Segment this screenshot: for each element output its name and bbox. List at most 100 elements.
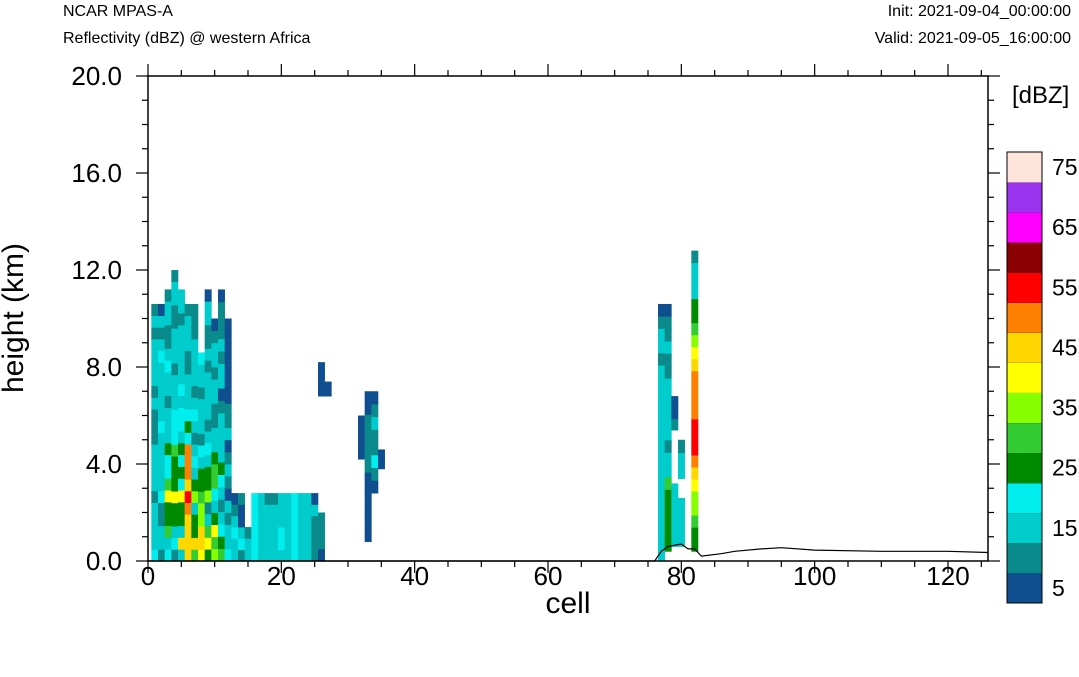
reflectivity-cell bbox=[364, 425, 372, 438]
reflectivity-cell bbox=[278, 527, 285, 539]
reflectivity-cell bbox=[204, 513, 212, 526]
reflectivity-cell bbox=[271, 493, 279, 505]
reflectivity-cell bbox=[224, 488, 232, 501]
reflectivity-cell bbox=[211, 342, 219, 356]
reflectivity-cell bbox=[298, 549, 305, 562]
reflectivity-cell bbox=[171, 304, 179, 317]
reflectivity-cell bbox=[178, 525, 185, 538]
reflectivity-cell bbox=[164, 301, 172, 314]
reflectivity-cell bbox=[184, 537, 192, 550]
reflectivity-cell bbox=[151, 514, 159, 527]
reflectivity-cell bbox=[364, 495, 372, 508]
reflectivity-cell bbox=[238, 493, 245, 505]
reflectivity-cell bbox=[251, 493, 259, 505]
reflectivity-cell bbox=[218, 314, 225, 327]
reflectivity-cell bbox=[151, 467, 159, 480]
reflectivity-cell bbox=[658, 414, 665, 427]
y-tick-label: 8.0 bbox=[86, 352, 122, 382]
reflectivity-cell bbox=[191, 525, 199, 539]
reflectivity-cell bbox=[164, 537, 172, 550]
reflectivity-cell bbox=[318, 362, 325, 374]
reflectivity-cell bbox=[211, 548, 219, 562]
reflectivity-cell bbox=[211, 318, 219, 332]
colorbar-label: 25 bbox=[1052, 455, 1078, 481]
x-tick-label: 0 bbox=[141, 561, 155, 591]
reflectivity-cell bbox=[178, 513, 185, 526]
reflectivity-cell bbox=[251, 549, 259, 562]
reflectivity-cell bbox=[658, 487, 665, 501]
reflectivity-cell bbox=[358, 430, 365, 445]
reflectivity-cell bbox=[171, 537, 179, 550]
reflectivity-cell bbox=[151, 479, 159, 492]
reflectivity-cell bbox=[218, 474, 225, 488]
reflectivity-cell bbox=[204, 537, 212, 550]
reflectivity-cell bbox=[371, 480, 379, 494]
reflectivity-cell bbox=[238, 549, 245, 562]
reflectivity-cell bbox=[204, 549, 212, 562]
colorbar-label: 15 bbox=[1052, 515, 1078, 541]
reflectivity-cell bbox=[364, 506, 372, 519]
reflectivity-cell bbox=[158, 455, 165, 468]
reflectivity-cell bbox=[311, 504, 319, 517]
reflectivity-cell bbox=[191, 490, 199, 503]
reflectivity-cell bbox=[151, 432, 159, 445]
model-label: NCAR MPAS-A bbox=[63, 3, 173, 20]
reflectivity-cell bbox=[191, 467, 199, 480]
reflectivity-cell bbox=[671, 407, 679, 420]
reflectivity-cell bbox=[271, 515, 279, 528]
reflectivity-cell bbox=[664, 501, 672, 515]
reflectivity-cell bbox=[211, 367, 219, 380]
reflectivity-cell bbox=[211, 464, 219, 477]
reflectivity-cell bbox=[191, 374, 199, 387]
reflectivity-cell bbox=[171, 502, 179, 515]
reflectivity-cell bbox=[151, 315, 159, 328]
reflectivity-cell bbox=[278, 493, 285, 505]
reflectivity-cell bbox=[164, 442, 172, 456]
reflectivity-cell bbox=[371, 391, 379, 405]
reflectivity-cell bbox=[658, 340, 665, 354]
reflectivity-cell bbox=[204, 289, 212, 302]
reflectivity-cell bbox=[158, 303, 165, 317]
reflectivity-cell bbox=[291, 538, 299, 551]
reflectivity-cell bbox=[264, 538, 272, 551]
reflectivity-cell bbox=[224, 403, 232, 416]
reflectivity-cell bbox=[218, 351, 225, 364]
reflectivity-cell bbox=[191, 362, 199, 375]
reflectivity-cell bbox=[164, 466, 172, 479]
reflectivity-cell bbox=[364, 530, 372, 542]
reflectivity-cell bbox=[224, 439, 232, 453]
reflectivity-cell bbox=[238, 538, 245, 551]
reflectivity-cell bbox=[691, 418, 699, 432]
reflectivity-cell bbox=[258, 515, 265, 528]
reflectivity-cell bbox=[191, 327, 199, 340]
colorbar-label: 75 bbox=[1052, 154, 1078, 180]
colorbar-swatch bbox=[1007, 302, 1042, 333]
reflectivity-cell bbox=[184, 432, 192, 445]
reflectivity-cell bbox=[664, 328, 672, 342]
reflectivity-cell bbox=[218, 523, 225, 537]
reflectivity-cell bbox=[264, 504, 272, 517]
reflectivity-cell bbox=[664, 526, 672, 540]
reflectivity-cell bbox=[678, 534, 685, 547]
reflectivity-cell bbox=[191, 537, 199, 550]
reflectivity-cell bbox=[184, 409, 192, 422]
reflectivity-cell bbox=[211, 354, 219, 368]
reflectivity-cell bbox=[658, 536, 665, 550]
reflectivity-cell bbox=[691, 455, 699, 468]
reflectivity-cell bbox=[658, 438, 665, 452]
reflectivity-cell bbox=[164, 501, 172, 515]
reflectivity-cell bbox=[151, 549, 159, 562]
reflectivity-cell bbox=[224, 512, 232, 526]
reflectivity-cell bbox=[691, 346, 699, 360]
reflectivity-cell bbox=[231, 527, 239, 539]
reflectivity-cells bbox=[151, 250, 699, 562]
init-time: Init: 2021-09-04_00:00:00 bbox=[887, 3, 1071, 20]
reflectivity-cell bbox=[251, 538, 259, 551]
reflectivity-cell bbox=[151, 502, 159, 515]
reflectivity-cell bbox=[298, 504, 305, 517]
reflectivity-cell bbox=[184, 303, 192, 317]
reflectivity-cell bbox=[164, 372, 172, 385]
colorbar: 5 15 25 35 45 55 65 75 bbox=[1006, 151, 1078, 604]
reflectivity-cell bbox=[171, 398, 179, 411]
